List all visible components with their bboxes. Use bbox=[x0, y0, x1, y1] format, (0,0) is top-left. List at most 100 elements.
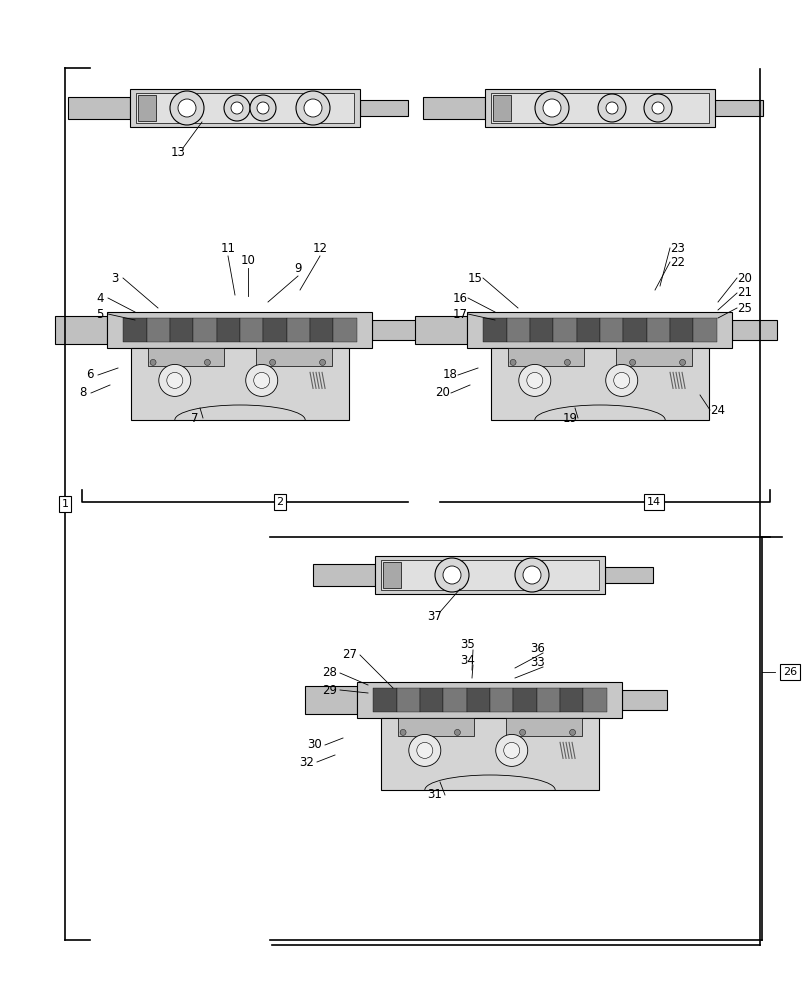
Bar bbox=[506, 718, 581, 736]
Text: 28: 28 bbox=[322, 666, 337, 680]
Bar bbox=[107, 312, 372, 348]
Bar bbox=[123, 318, 147, 342]
Bar bbox=[55, 316, 107, 344]
Circle shape bbox=[454, 729, 460, 735]
Text: 23: 23 bbox=[670, 241, 684, 254]
Text: 13: 13 bbox=[170, 146, 185, 159]
Circle shape bbox=[514, 558, 548, 592]
Text: 15: 15 bbox=[467, 271, 482, 284]
Circle shape bbox=[150, 359, 156, 365]
Bar bbox=[623, 318, 646, 342]
Text: 22: 22 bbox=[670, 255, 684, 268]
Text: 17: 17 bbox=[452, 308, 467, 320]
Circle shape bbox=[643, 94, 672, 122]
Bar bbox=[217, 318, 240, 342]
Circle shape bbox=[534, 91, 569, 125]
Circle shape bbox=[320, 359, 325, 365]
Circle shape bbox=[166, 372, 182, 388]
Circle shape bbox=[159, 364, 191, 396]
Text: 25: 25 bbox=[736, 302, 752, 314]
Circle shape bbox=[509, 359, 516, 365]
Circle shape bbox=[257, 102, 268, 114]
Bar bbox=[138, 95, 156, 121]
Text: 29: 29 bbox=[322, 684, 337, 696]
Circle shape bbox=[443, 566, 461, 584]
Bar bbox=[357, 682, 622, 718]
Circle shape bbox=[178, 99, 195, 117]
Circle shape bbox=[408, 734, 440, 766]
Bar bbox=[169, 318, 193, 342]
Text: 1: 1 bbox=[62, 499, 68, 509]
Circle shape bbox=[416, 742, 432, 758]
Circle shape bbox=[569, 729, 575, 735]
Bar bbox=[491, 348, 708, 420]
Bar bbox=[693, 318, 716, 342]
Text: 34: 34 bbox=[460, 654, 475, 666]
Bar bbox=[263, 318, 286, 342]
Text: 14: 14 bbox=[646, 497, 660, 507]
Bar bbox=[669, 318, 693, 342]
Circle shape bbox=[613, 372, 629, 388]
Circle shape bbox=[496, 734, 527, 766]
Bar bbox=[443, 688, 466, 712]
Circle shape bbox=[435, 558, 469, 592]
Text: 30: 30 bbox=[307, 738, 322, 752]
Bar bbox=[130, 89, 359, 127]
Circle shape bbox=[246, 364, 277, 396]
Bar bbox=[492, 95, 510, 121]
Bar bbox=[582, 688, 606, 712]
Bar bbox=[68, 97, 130, 119]
Bar bbox=[397, 688, 419, 712]
Text: 5: 5 bbox=[97, 308, 104, 320]
Bar bbox=[622, 690, 667, 710]
Bar bbox=[131, 348, 348, 420]
Text: 20: 20 bbox=[736, 271, 752, 284]
Bar bbox=[536, 688, 560, 712]
Bar bbox=[423, 97, 484, 119]
Bar bbox=[380, 560, 599, 590]
Bar bbox=[240, 318, 263, 342]
Circle shape bbox=[250, 95, 276, 121]
Bar bbox=[312, 564, 375, 586]
Text: 37: 37 bbox=[427, 610, 442, 624]
Text: 32: 32 bbox=[299, 756, 314, 768]
Text: 21: 21 bbox=[736, 286, 752, 300]
Text: 33: 33 bbox=[530, 656, 545, 668]
Circle shape bbox=[253, 372, 269, 388]
Bar bbox=[415, 316, 467, 344]
Bar bbox=[530, 318, 552, 342]
Text: 6: 6 bbox=[86, 368, 93, 381]
Circle shape bbox=[400, 729, 406, 735]
Text: 7: 7 bbox=[191, 412, 199, 424]
Bar bbox=[286, 318, 310, 342]
Text: 27: 27 bbox=[342, 648, 357, 662]
Circle shape bbox=[526, 372, 542, 388]
Text: 3: 3 bbox=[111, 271, 118, 284]
Circle shape bbox=[503, 742, 519, 758]
Text: 16: 16 bbox=[452, 292, 467, 304]
Circle shape bbox=[303, 99, 322, 117]
Circle shape bbox=[679, 359, 684, 365]
Bar bbox=[333, 318, 356, 342]
Bar bbox=[193, 318, 217, 342]
Bar bbox=[397, 718, 473, 736]
Bar bbox=[599, 318, 623, 342]
Bar bbox=[466, 688, 489, 712]
Circle shape bbox=[519, 729, 525, 735]
Bar bbox=[305, 686, 357, 714]
Bar bbox=[373, 688, 397, 712]
Bar bbox=[310, 318, 333, 342]
Bar bbox=[507, 348, 583, 366]
Circle shape bbox=[269, 359, 275, 365]
Text: 31: 31 bbox=[427, 788, 442, 801]
Bar bbox=[560, 688, 582, 712]
Circle shape bbox=[543, 99, 560, 117]
Bar bbox=[484, 89, 714, 127]
Circle shape bbox=[518, 364, 550, 396]
Text: 4: 4 bbox=[97, 292, 104, 304]
Circle shape bbox=[605, 102, 617, 114]
Text: 24: 24 bbox=[710, 403, 724, 416]
Bar bbox=[506, 318, 530, 342]
Text: 19: 19 bbox=[562, 412, 577, 424]
Circle shape bbox=[651, 102, 663, 114]
